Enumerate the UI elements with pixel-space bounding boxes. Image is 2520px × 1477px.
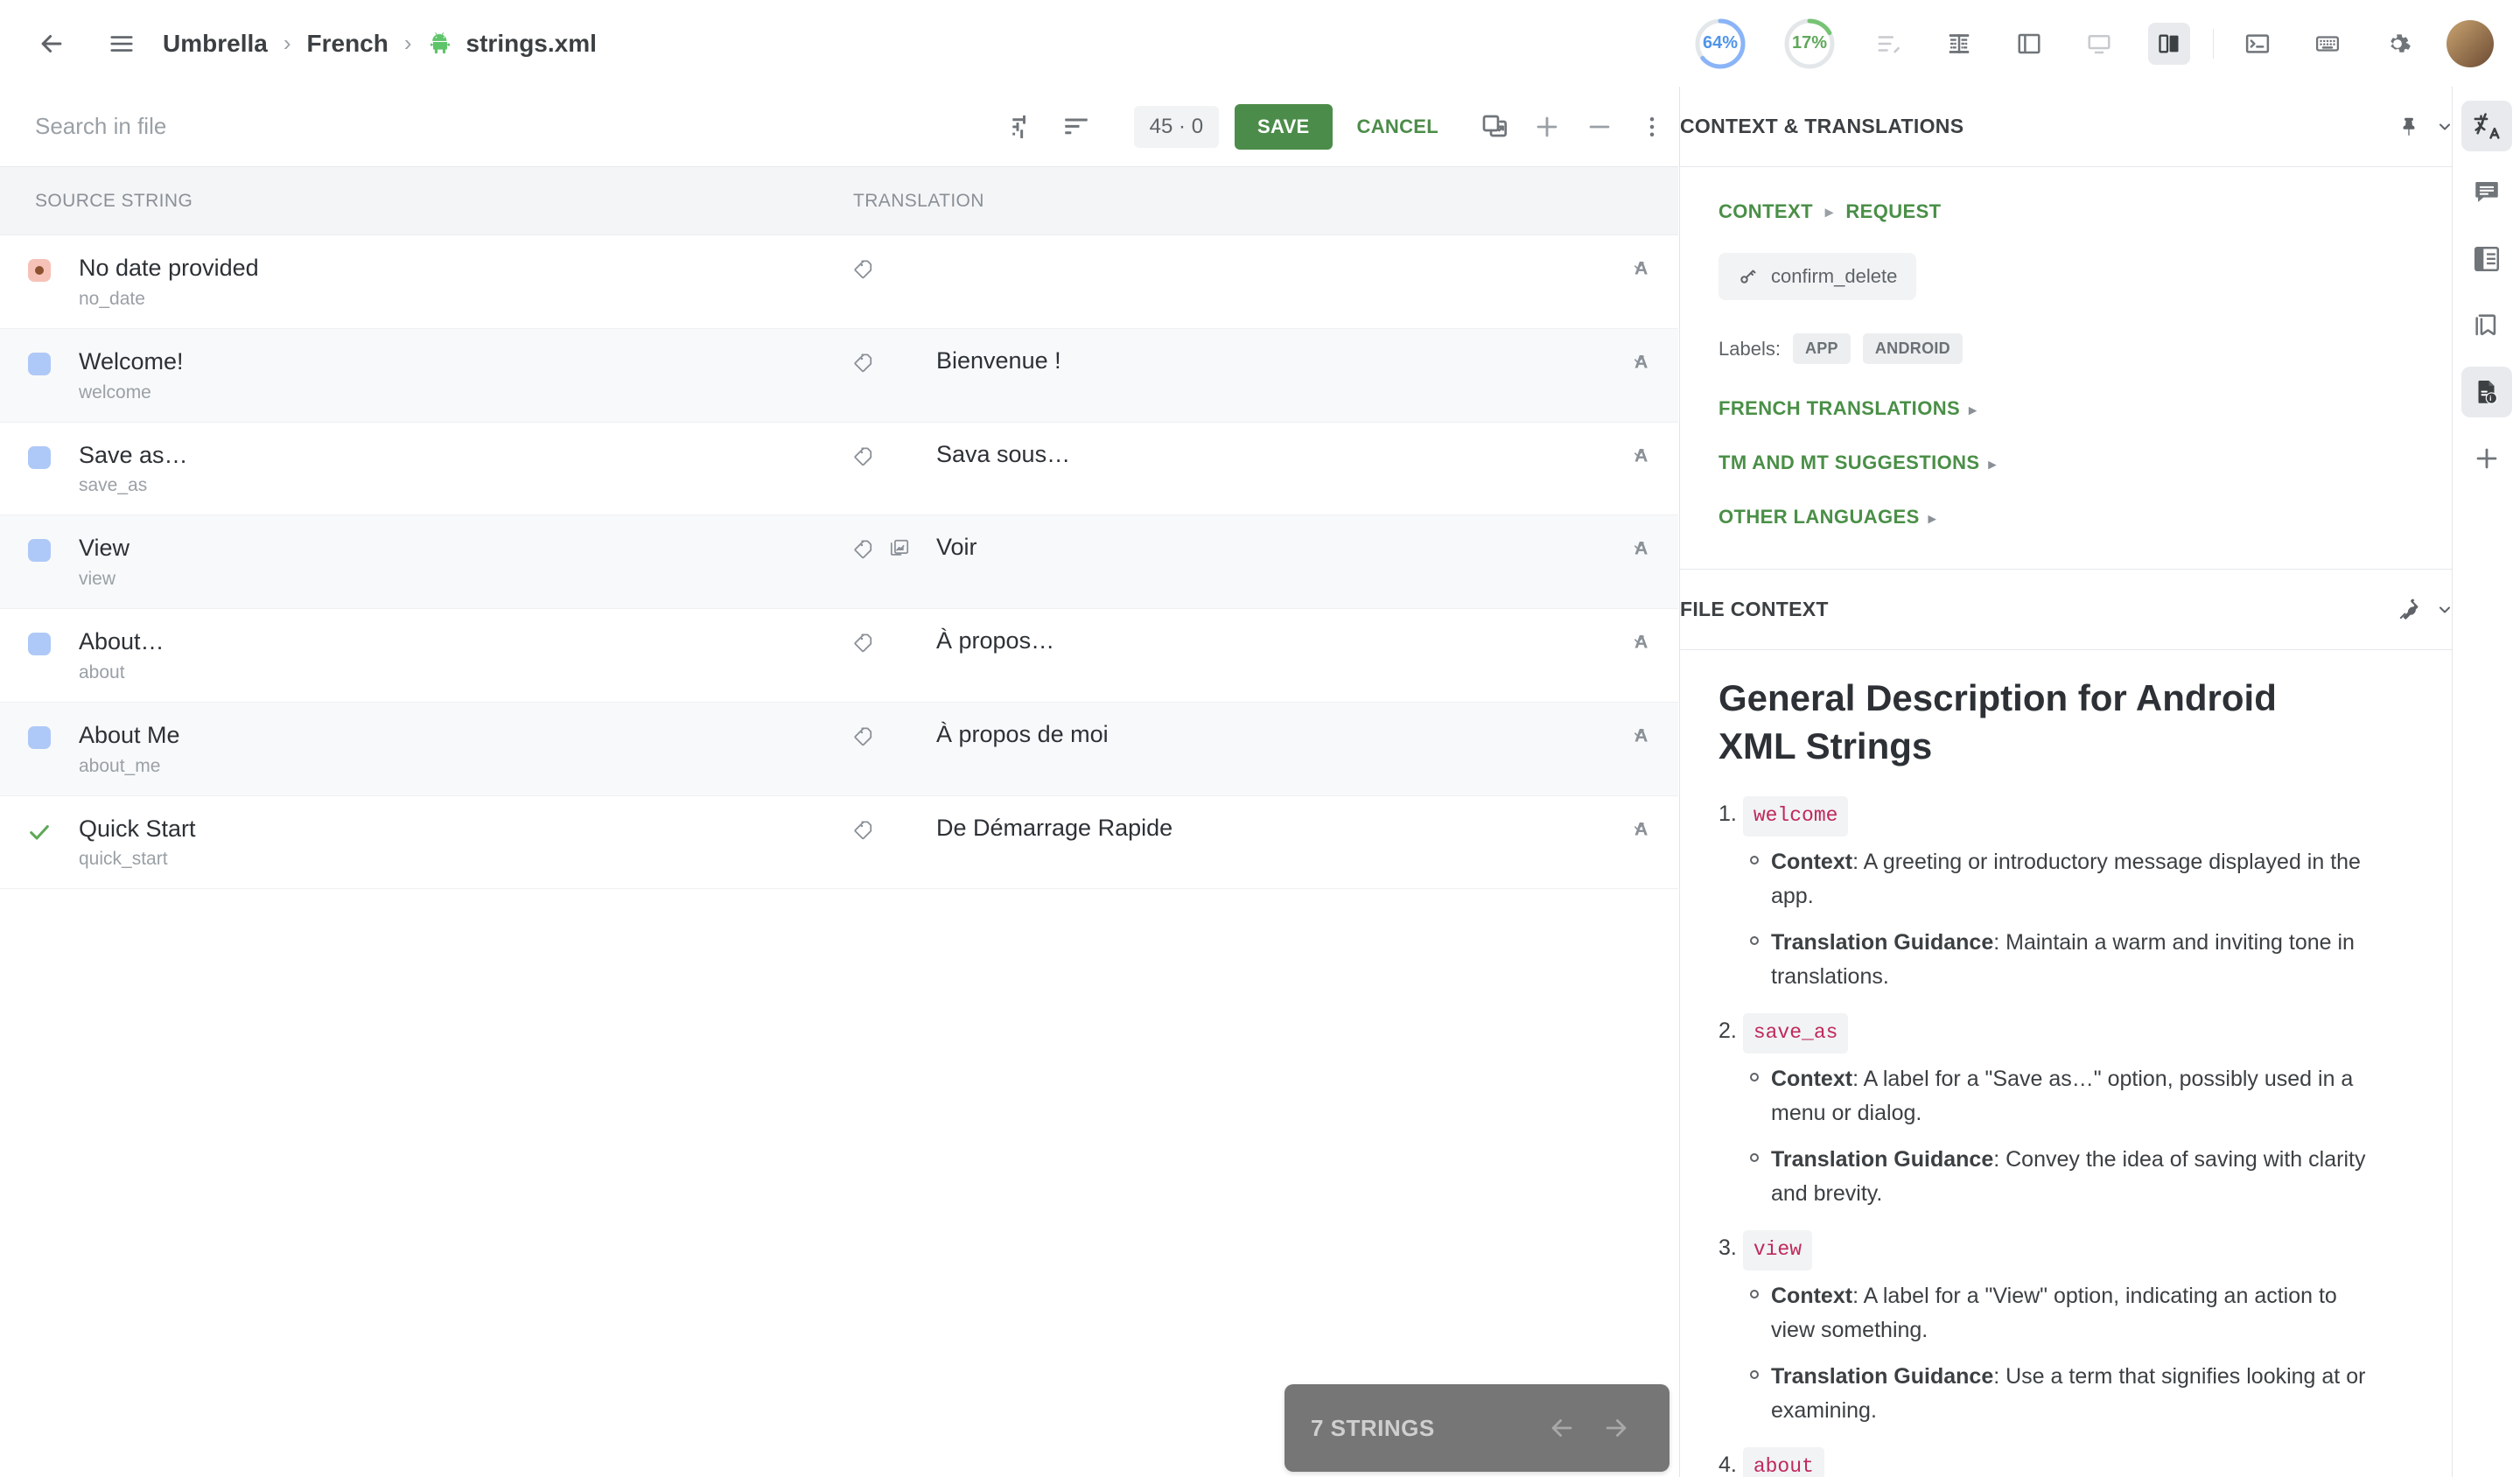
- svg-text:i: i: [2489, 394, 2491, 402]
